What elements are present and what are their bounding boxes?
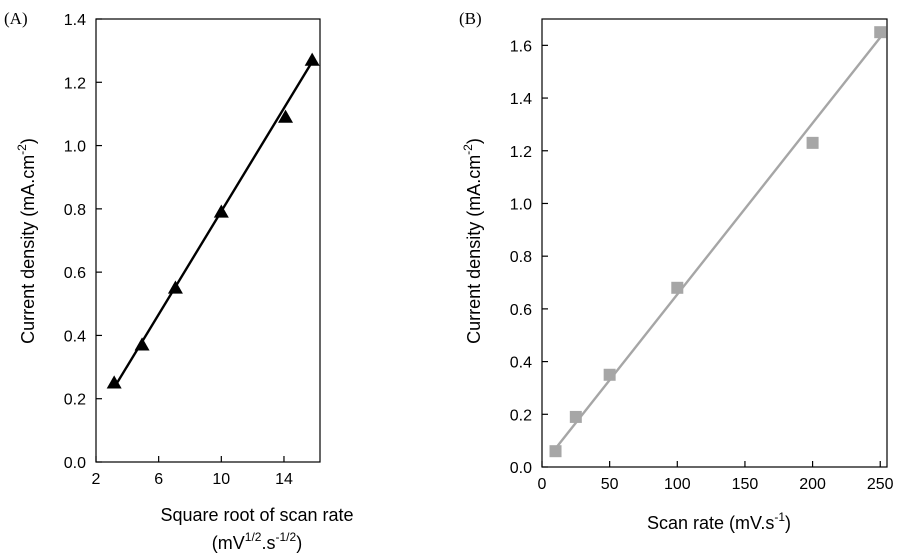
y-tick-label: 0.2 xyxy=(64,392,86,409)
y-axis-a: 0.0 0.2 0.4 0.6 0.8 1.0 1.2 1.4 xyxy=(64,12,102,472)
y-tick-label: 0.0 xyxy=(510,460,532,477)
y-tick-label: 1.4 xyxy=(64,12,86,29)
y-axis-title-b: Current density (mA.cm-2) xyxy=(461,138,484,344)
y-tick-label: 0.8 xyxy=(64,202,86,219)
data-point-square xyxy=(806,136,819,149)
panel-label-b: (B) xyxy=(459,9,482,28)
y-tick-label: 0.6 xyxy=(64,265,86,282)
panel-label-a: (A) xyxy=(4,9,28,28)
x-tick-label: 150 xyxy=(732,476,759,493)
plot-frame-a xyxy=(95,18,321,463)
x-tick-label: 6 xyxy=(154,471,163,488)
y-tick-label: 0.4 xyxy=(64,328,86,345)
x-tick-label: 100 xyxy=(664,476,691,493)
x-axis-title-a: Square root of scan rate xyxy=(160,505,353,525)
y-tick-label: 1.0 xyxy=(64,139,86,156)
regression-line xyxy=(113,61,314,389)
regression-line xyxy=(554,36,882,450)
y-tick-label: 0.2 xyxy=(510,407,532,424)
chart-panel-b: (B) 0.0 0.2 0.4 0.6 0.8 1.0 1.2 1.4 1.6 0 50 100 15… xyxy=(459,9,894,533)
y-tick-label: 1.0 xyxy=(510,196,532,213)
data-point-square xyxy=(671,281,684,294)
data-points-a xyxy=(106,52,320,389)
chart-panel-a: (A) 0.0 0.2 0.4 0.6 0.8 1.0 1.2 1.4 2 6 10 14 Curr… xyxy=(4,9,354,553)
data-point-triangle xyxy=(278,109,294,123)
y-tick-label: 0.4 xyxy=(510,355,532,372)
y-axis-b: 0.0 0.2 0.4 0.6 0.8 1.0 1.2 1.4 1.6 xyxy=(510,38,548,477)
data-point-square xyxy=(874,26,887,39)
data-point-triangle xyxy=(106,375,122,389)
y-tick-label: 1.4 xyxy=(510,91,532,108)
data-points-b xyxy=(549,26,887,458)
data-point-triangle xyxy=(304,52,320,66)
data-point-square xyxy=(569,410,582,423)
y-tick-label: 1.2 xyxy=(64,75,86,92)
data-point-triangle xyxy=(167,280,183,294)
fit-line-a xyxy=(113,61,314,389)
data-point-square xyxy=(549,445,562,458)
x-axis-b: 0 50 100 150 200 250 xyxy=(538,461,894,493)
x-axis-a: 2 6 10 14 xyxy=(92,456,293,488)
y-tick-label: 0.6 xyxy=(510,302,532,319)
x-tick-label: 50 xyxy=(601,476,619,493)
data-point-triangle xyxy=(213,204,229,218)
x-tick-label: 250 xyxy=(867,476,894,493)
x-tick-label: 10 xyxy=(212,471,230,488)
plot-frame-b xyxy=(541,18,888,468)
fit-line-b xyxy=(554,36,882,450)
data-point-square xyxy=(603,368,616,381)
x-axis-units-a: (mV1/2.s-1/2) xyxy=(212,530,302,553)
x-axis-title-b: Scan rate (mV.s-1) xyxy=(647,510,791,533)
x-tick-label: 14 xyxy=(275,471,293,488)
x-tick-label: 200 xyxy=(799,476,826,493)
data-point-triangle xyxy=(134,337,150,351)
x-tick-label: 2 xyxy=(92,471,101,488)
y-tick-label: 0.8 xyxy=(510,249,532,266)
x-tick-label: 0 xyxy=(538,476,547,493)
y-tick-label: 1.2 xyxy=(510,144,532,161)
y-tick-label: 0.0 xyxy=(64,455,86,472)
y-tick-label: 1.6 xyxy=(510,38,532,55)
y-axis-title-a: Current density (mA.cm-2) xyxy=(15,138,38,344)
